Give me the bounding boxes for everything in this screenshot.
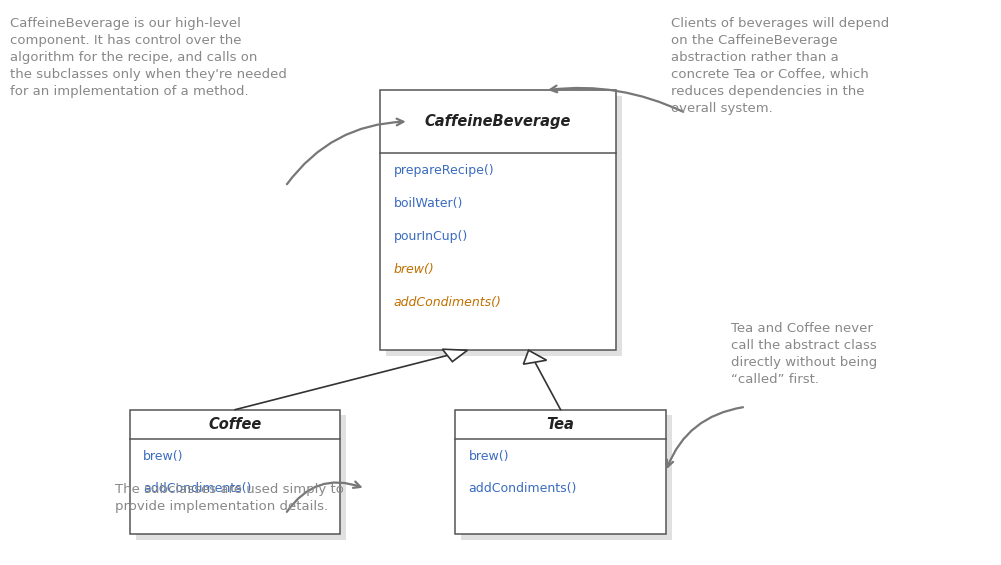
- FancyBboxPatch shape: [386, 96, 622, 356]
- Text: prepareRecipe(): prepareRecipe(): [393, 164, 494, 177]
- Text: brew(): brew(): [393, 263, 434, 276]
- Text: addCondiments(): addCondiments(): [468, 482, 577, 495]
- Text: Tea: Tea: [547, 417, 575, 432]
- Text: The subclasses are used simply to
provide implementation details.: The subclasses are used simply to provid…: [115, 483, 344, 513]
- Text: CaffeineBeverage is our high-level
component. It has control over the
algorithm : CaffeineBeverage is our high-level compo…: [10, 17, 287, 98]
- Text: addCondiments(): addCondiments(): [393, 296, 502, 309]
- FancyBboxPatch shape: [136, 415, 346, 540]
- Text: boilWater(): boilWater(): [393, 197, 462, 210]
- Polygon shape: [442, 349, 467, 362]
- Text: addCondiments(): addCondiments(): [143, 482, 251, 495]
- FancyBboxPatch shape: [380, 90, 616, 350]
- Text: pourInCup(): pourInCup(): [393, 230, 467, 243]
- FancyBboxPatch shape: [461, 415, 672, 540]
- Text: brew(): brew(): [143, 450, 183, 463]
- Text: CaffeineBeverage: CaffeineBeverage: [424, 114, 572, 129]
- Polygon shape: [524, 350, 547, 364]
- FancyBboxPatch shape: [130, 410, 340, 534]
- Text: Clients of beverages will depend
on the CaffeineBeverage
abstraction rather than: Clients of beverages will depend on the …: [671, 17, 889, 115]
- Text: Tea and Coffee never
call the abstract class
directly without being
“called” fir: Tea and Coffee never call the abstract c…: [731, 322, 877, 386]
- Text: Coffee: Coffee: [208, 417, 262, 432]
- Text: brew(): brew(): [468, 450, 509, 463]
- FancyBboxPatch shape: [455, 410, 666, 534]
